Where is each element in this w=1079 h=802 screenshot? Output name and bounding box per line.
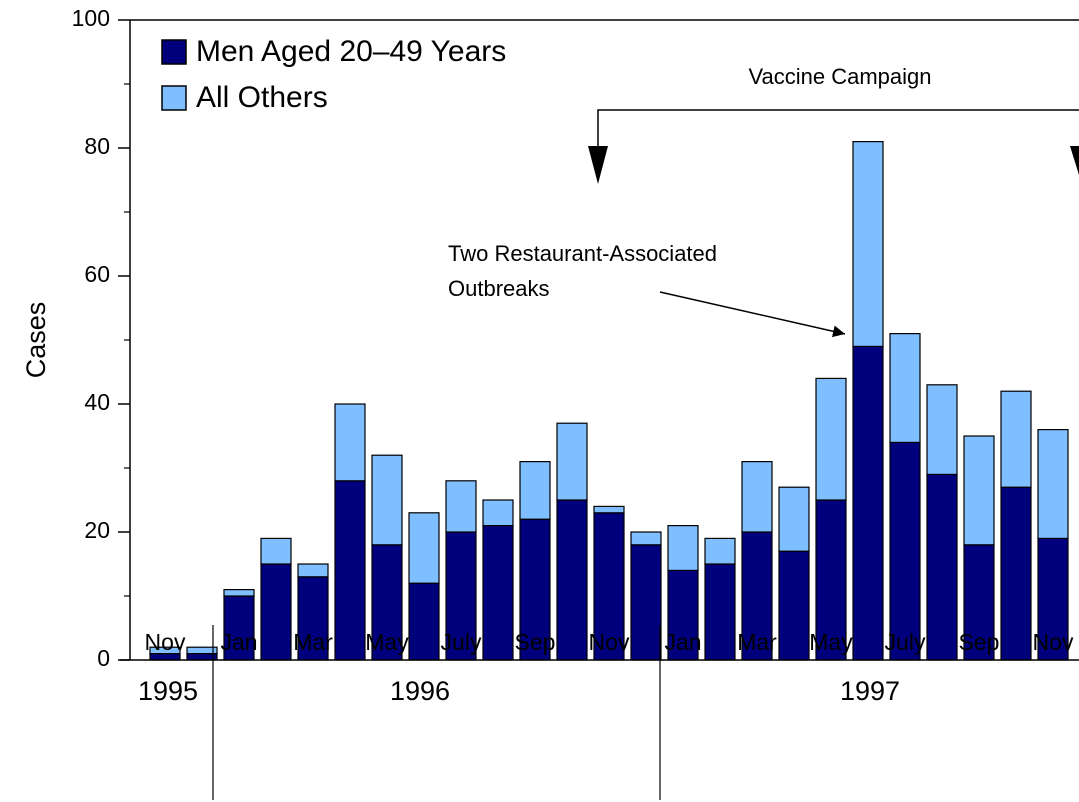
x-tick-label: Nov	[1033, 629, 1074, 655]
x-tick-label: Mar	[293, 629, 333, 655]
bar-segment	[482, 499, 514, 527]
plot: 0 20 40 60 80 100 Nov Jan Mar May July Sep Nov Jan Mar…	[72, 5, 1074, 671]
x-tick-label: July	[441, 629, 482, 655]
x-tick-label: Sep	[959, 629, 1000, 655]
bar-segment	[593, 512, 625, 661]
bar-segment	[741, 461, 773, 533]
legend: Men Aged 20–49 Years All Others	[161, 35, 506, 114]
annotation: Vaccine Campaign	[748, 64, 931, 89]
bar-segment	[815, 377, 847, 501]
x-tick-label: Nov	[589, 629, 630, 655]
bar-segment	[667, 569, 699, 661]
bar-segment	[889, 333, 921, 444]
bar-segment	[186, 646, 218, 655]
y-tick-label: 20	[84, 517, 110, 543]
bar-segment	[297, 563, 329, 578]
y-tick-label: 60	[84, 261, 110, 287]
bar-segment	[556, 422, 588, 501]
bar-segment	[408, 582, 440, 661]
y-tick-label: 40	[84, 389, 110, 415]
x-tick-label: Jan	[220, 629, 257, 655]
bar-segment	[149, 646, 181, 655]
bar-segment	[963, 544, 995, 661]
x-tick-label: Jan	[664, 629, 701, 655]
bar-segment	[593, 505, 625, 514]
bar-segment	[556, 499, 588, 661]
bar-segment	[445, 531, 477, 661]
bar-segment	[630, 531, 662, 546]
bar-segment	[630, 544, 662, 661]
bar-segment	[223, 588, 255, 597]
bar-segment	[334, 403, 366, 482]
bar-segment	[926, 473, 958, 661]
bar-segment	[704, 563, 736, 661]
legend-label: Men Aged 20–49 Years	[196, 35, 506, 68]
y-tick-label: 0	[97, 645, 110, 671]
bar-segment	[852, 345, 884, 661]
x-tick-label: Nov	[145, 629, 186, 655]
bar-segment	[778, 486, 810, 552]
bracket	[597, 109, 1079, 180]
x-tick-label: May	[809, 629, 853, 655]
x-tick-label: Sep	[515, 629, 556, 655]
legend-label: All Others	[196, 81, 328, 114]
arrow-head	[1070, 146, 1079, 175]
bar-segment	[889, 441, 921, 661]
x-tick-label: May	[365, 629, 409, 655]
year-label: 1997	[840, 676, 900, 706]
annotation: Outbreaks	[448, 276, 550, 301]
bar-segment	[445, 480, 477, 533]
legend-swatch	[161, 85, 187, 111]
bar-segment	[408, 512, 440, 584]
year-label: 1995	[138, 676, 198, 706]
bar-segment	[1037, 537, 1069, 661]
bar-segment	[482, 524, 514, 661]
y-tick-label: 100	[72, 5, 110, 31]
legend-swatch	[161, 39, 187, 65]
bar-segment	[519, 518, 551, 661]
bar-segment	[260, 563, 292, 661]
bar-segment	[704, 537, 736, 565]
bar-segment	[334, 480, 366, 661]
annotation: Two Restaurant-Associated	[448, 241, 717, 266]
bar-segment	[1000, 390, 1032, 488]
bar-segment	[371, 454, 403, 546]
arrow-head	[588, 146, 608, 184]
bar-segment	[778, 550, 810, 661]
bar-segment	[1037, 429, 1069, 540]
bar-segment	[667, 524, 699, 571]
annotation-arrow	[659, 291, 846, 338]
year-label: 1996	[390, 676, 450, 706]
bar-segment	[926, 384, 958, 475]
bar-segment	[260, 537, 292, 565]
y-axis-label: Cases	[21, 302, 51, 379]
bar-segment	[963, 435, 995, 546]
y-tick-label: 80	[84, 133, 110, 159]
bar-segment	[1000, 486, 1032, 661]
x-tick-label: Mar	[737, 629, 777, 655]
bar-segment	[852, 141, 884, 348]
x-tick-label: July	[885, 629, 926, 655]
bar-segment	[297, 576, 329, 661]
bar-segment	[519, 461, 551, 520]
